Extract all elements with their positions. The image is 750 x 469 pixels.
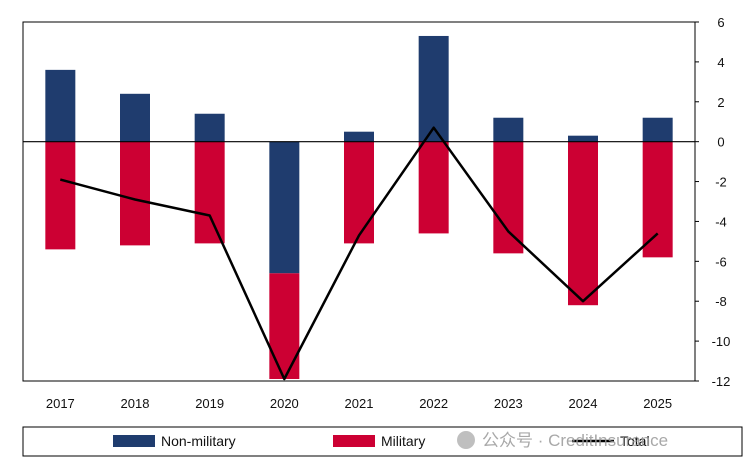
legend: Non-military Military Total xyxy=(22,426,743,457)
wechat-icon xyxy=(457,431,475,449)
legend-swatch-non-military xyxy=(113,435,155,447)
x-tick-label: 2019 xyxy=(195,396,224,411)
x-tick-label: 2018 xyxy=(121,396,150,411)
y-tick-label: -6 xyxy=(715,254,727,269)
bar-non-military-2018 xyxy=(120,93,150,142)
y-tick-label: 0 xyxy=(717,135,724,150)
bar-military-2022 xyxy=(418,141,449,234)
bar-non-military-2021 xyxy=(344,131,374,142)
y-tick-label: 6 xyxy=(717,15,724,30)
watermark-text: 公众号 · CreditInsurance xyxy=(482,431,668,450)
watermark: 公众号 · CreditInsurance xyxy=(457,431,668,450)
bar-military-2021 xyxy=(344,141,374,244)
y-axis: 6 4 2 0 -2 -4 -6 -8 -10 -12 xyxy=(695,15,730,389)
legend-label-military: Military xyxy=(381,433,425,449)
x-tick-label: 2022 xyxy=(419,396,448,411)
legend-label-total: Total xyxy=(620,433,650,449)
bar-non-military-2020 xyxy=(269,141,300,274)
x-tick-label: 2020 xyxy=(270,396,299,411)
bar-non-military-2022 xyxy=(418,35,449,142)
bar-non-military-2023 xyxy=(493,117,524,142)
y-tick-label: -8 xyxy=(715,294,727,309)
bar-non-military-2017 xyxy=(45,69,76,142)
bar-non-military-2025 xyxy=(642,117,673,142)
x-tick-label: 2023 xyxy=(494,396,523,411)
y-tick-label: -4 xyxy=(715,214,727,229)
bar-non-military-2024 xyxy=(568,135,598,142)
y-tick-label: 4 xyxy=(717,55,724,70)
legend-label-non-military: Non-military xyxy=(161,433,236,449)
bar-military-2024 xyxy=(568,141,598,306)
x-tick-label: 2024 xyxy=(569,396,598,411)
total-series-line xyxy=(59,126,659,381)
x-tick-label: 2021 xyxy=(345,396,374,411)
bar-non-military-2019 xyxy=(194,113,225,142)
legend-frame xyxy=(22,426,743,457)
bar-military-2020 xyxy=(269,273,300,380)
x-tick-label: 2025 xyxy=(643,396,672,411)
bars-layer xyxy=(45,35,673,380)
x-axis: 2017 2018 2019 2020 2021 2022 2023 2024 2025 xyxy=(46,396,672,411)
x-tick-label: 2017 xyxy=(46,396,75,411)
y-tick-label: -10 xyxy=(712,334,731,349)
legend-swatch-military xyxy=(333,435,375,447)
y-tick-label: -12 xyxy=(712,374,731,389)
y-tick-label: -2 xyxy=(715,175,727,190)
bar-military-2025 xyxy=(642,141,673,258)
bar-military-2018 xyxy=(120,141,150,246)
y-tick-label: 2 xyxy=(717,95,724,110)
bar-military-2019 xyxy=(194,141,225,244)
bar-military-2017 xyxy=(45,141,76,250)
plot-frame xyxy=(22,21,696,382)
bar-military-2023 xyxy=(493,141,524,254)
